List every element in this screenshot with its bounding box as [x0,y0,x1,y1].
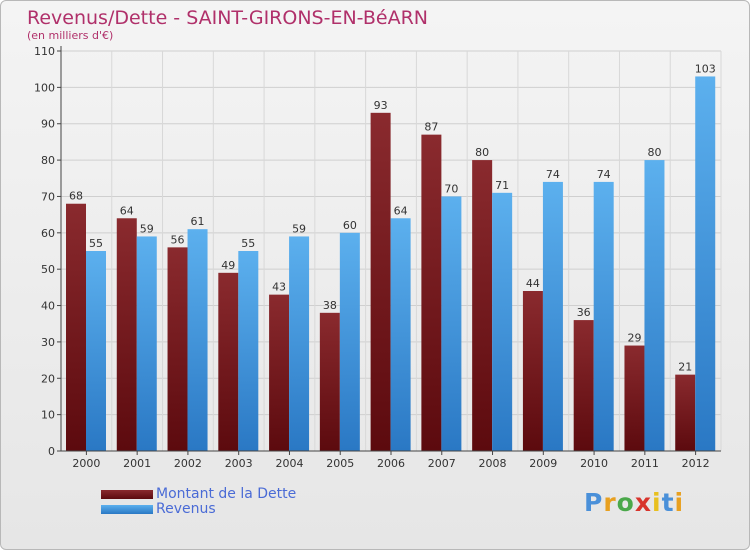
data-label-revenus-2001: 59 [140,222,154,235]
logo-letter: i [652,488,662,517]
data-label-dette-2002: 56 [171,233,185,246]
bar-dette-2006 [370,112,391,452]
data-label-revenus-2012: 103 [695,62,716,75]
y-tick-label: 70 [41,190,55,203]
bar-dette-2001 [116,218,137,451]
bar-revenus-2012 [695,76,716,452]
data-label-dette-2004: 43 [272,281,286,294]
data-label-revenus-2002: 61 [191,215,205,228]
data-label-revenus-2006: 64 [394,204,408,217]
bar-dette-2011 [624,345,645,451]
data-label-revenus-2011: 80 [647,146,661,159]
x-tick-label-2000: 2000 [72,457,100,470]
y-tick-label: 60 [41,227,55,240]
logo-letter: t [661,488,675,517]
x-tick-label-2010: 2010 [580,457,608,470]
logo-letter: i [674,488,685,517]
data-label-dette-2009: 44 [526,277,540,290]
bar-dette-2005 [319,312,340,451]
x-tick-label-2002: 2002 [174,457,202,470]
data-label-dette-2005: 38 [323,299,337,312]
bar-dette-2000 [66,203,86,451]
x-tick-label-2004: 2004 [275,457,303,470]
bar-revenus-2000 [86,251,106,451]
legend-swatch-dette [101,490,153,499]
bar-revenus-2010 [593,181,614,451]
y-tick-label: 100 [34,81,55,94]
legend-label-revenus: Revenus [156,501,216,517]
bar-dette-2007 [421,134,442,452]
y-tick-label: 10 [41,409,55,422]
y-tick-label: 110 [34,45,55,58]
bar-revenus-2002 [187,229,208,451]
bar-dette-2004 [269,294,290,451]
chart-title: Revenus/Dette - SAINT-GIRONS-EN-BéARN [27,7,428,29]
data-label-revenus-2005: 60 [343,219,357,232]
x-tick-label-2007: 2007 [428,457,456,470]
logo-letter: r [603,488,617,517]
bar-revenus-2007 [441,196,462,451]
bar-revenus-2005 [339,232,360,451]
data-label-dette-2006: 93 [374,99,388,112]
bar-dette-2010 [573,320,594,451]
data-label-dette-2001: 64 [120,204,134,217]
bar-dette-2003 [218,272,239,451]
y-tick-label: 30 [41,336,55,349]
data-label-revenus-2004: 59 [292,222,306,235]
data-label-revenus-2007: 70 [444,182,458,195]
bar-dette-2009 [522,291,543,451]
proxiti-logo: Proxiti [584,488,684,517]
logo-letter: o [616,488,635,517]
y-tick-label: 90 [41,118,55,131]
data-label-dette-2008: 80 [475,146,489,159]
data-label-dette-2010: 36 [577,306,591,319]
bar-revenus-2011 [644,160,665,451]
data-label-dette-2000: 68 [69,190,83,203]
bar-dette-2012 [675,374,696,451]
y-tick-label: 50 [41,263,55,276]
bar-revenus-2008 [492,192,513,451]
data-label-revenus-2010: 74 [597,168,611,181]
data-label-dette-2011: 29 [627,332,641,345]
chart-subtitle: (en milliers d'€) [27,29,114,42]
bar-revenus-2004 [289,236,310,451]
legend-swatch-revenus [101,505,153,514]
x-tick-label-2012: 2012 [682,457,710,470]
bar-revenus-2001 [136,236,157,451]
y-tick-label: 40 [41,300,55,313]
logo-letter: x [634,488,652,517]
bar-revenus-2009 [542,181,563,451]
data-label-revenus-2000: 55 [89,237,103,250]
x-tick-label-2009: 2009 [529,457,557,470]
bar-revenus-2006 [390,218,411,451]
x-tick-label-2006: 2006 [377,457,405,470]
data-label-dette-2007: 87 [424,121,438,134]
y-tick-label: 20 [41,372,55,385]
legend-label-dette: Montant de la Dette [156,486,297,502]
x-tick-label-2008: 2008 [479,457,507,470]
x-tick-label-2003: 2003 [225,457,253,470]
data-label-dette-2012: 21 [678,361,692,374]
x-tick-label-2001: 2001 [123,457,151,470]
data-label-revenus-2008: 71 [495,179,509,192]
data-label-dette-2003: 49 [221,259,235,272]
bar-dette-2008 [472,160,493,451]
y-tick-label: 80 [41,154,55,167]
bar-revenus-2003 [238,251,259,451]
bar-dette-2002 [167,247,188,451]
x-tick-label-2005: 2005 [326,457,354,470]
data-label-revenus-2009: 74 [546,168,560,181]
y-tick-label: 0 [48,445,55,458]
data-label-revenus-2003: 55 [241,237,255,250]
logo-letter: P [584,488,604,517]
x-tick-label-2011: 2011 [631,457,659,470]
